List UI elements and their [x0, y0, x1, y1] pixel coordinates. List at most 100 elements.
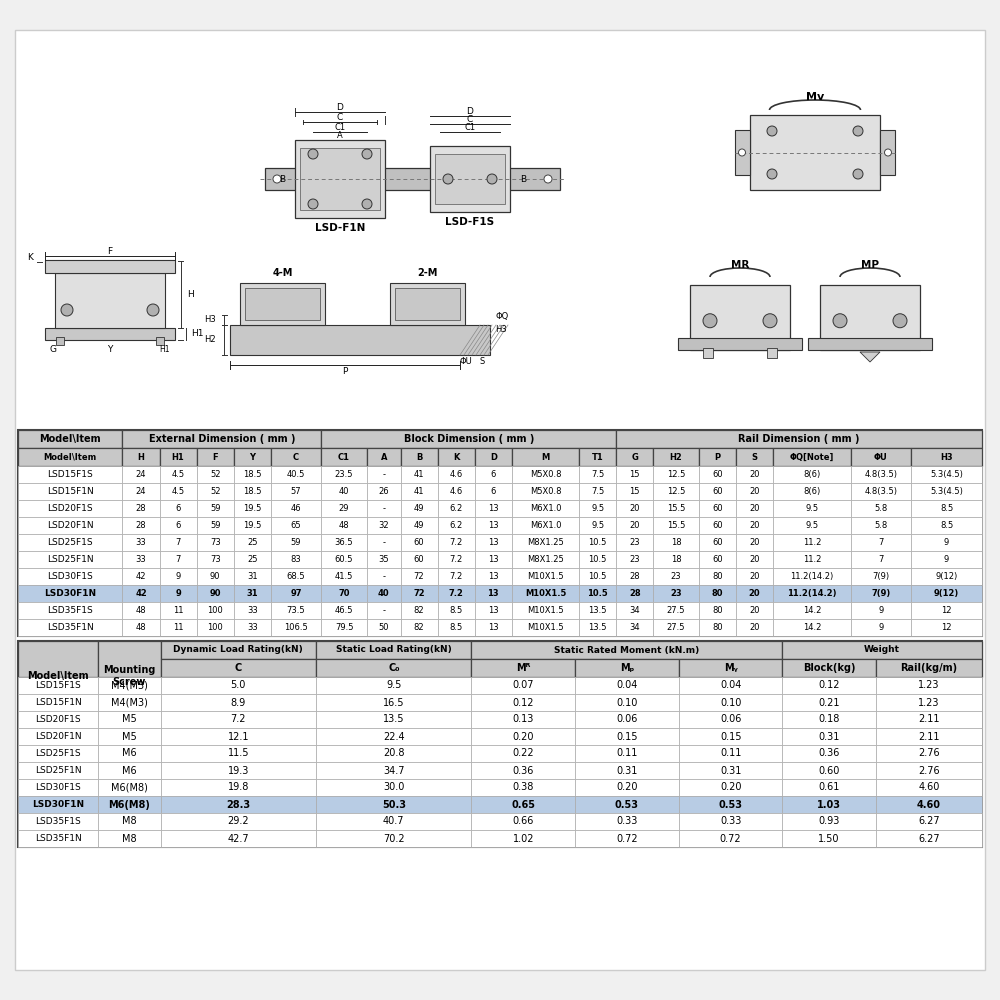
Bar: [18, 813, 98, 830]
Bar: [575, 694, 679, 711]
Text: 26: 26: [378, 487, 389, 496]
Text: 20: 20: [749, 470, 760, 479]
Bar: [438, 448, 475, 466]
Bar: [98, 813, 161, 830]
Text: 33: 33: [136, 538, 146, 547]
Bar: [782, 830, 876, 847]
Text: LSD25F1S: LSD25F1S: [47, 538, 93, 547]
Circle shape: [544, 175, 552, 183]
Bar: [579, 551, 616, 568]
Text: 11.2: 11.2: [803, 538, 821, 547]
Bar: [122, 585, 160, 602]
Text: 7.2: 7.2: [449, 589, 464, 598]
Bar: [401, 551, 438, 568]
Circle shape: [853, 126, 863, 136]
Text: 0.10: 0.10: [720, 698, 741, 708]
Text: M10X1.5: M10X1.5: [527, 606, 564, 615]
Bar: [271, 483, 321, 500]
Bar: [512, 483, 579, 500]
Bar: [234, 466, 271, 483]
Text: 15.5: 15.5: [667, 504, 685, 513]
Text: 2.76: 2.76: [918, 748, 940, 758]
Text: 23: 23: [671, 572, 681, 581]
Bar: [575, 745, 679, 762]
Text: ΦQ: ΦQ: [495, 312, 508, 322]
Text: 28: 28: [136, 504, 146, 513]
Text: 6: 6: [491, 470, 496, 479]
Bar: [230, 325, 490, 355]
Bar: [851, 466, 911, 483]
Text: LSD15F1S: LSD15F1S: [47, 470, 93, 479]
Text: 83: 83: [291, 555, 301, 564]
Text: 34: 34: [630, 606, 640, 615]
Text: 7.2: 7.2: [450, 538, 463, 547]
Text: S: S: [479, 357, 485, 365]
Text: 0.15: 0.15: [720, 732, 741, 742]
Text: 5.8: 5.8: [874, 521, 888, 530]
Bar: [367, 483, 401, 500]
Bar: [851, 568, 911, 585]
Bar: [699, 517, 736, 534]
Bar: [234, 568, 271, 585]
Bar: [197, 551, 234, 568]
Bar: [750, 115, 880, 190]
Text: Dynamic Load Rating(kN): Dynamic Load Rating(kN): [173, 646, 303, 654]
Text: 31: 31: [246, 589, 258, 598]
Text: 48: 48: [339, 521, 349, 530]
Bar: [367, 568, 401, 585]
Text: ΦU: ΦU: [460, 357, 472, 365]
Text: H: H: [187, 290, 194, 299]
Bar: [851, 534, 911, 551]
Text: M8X1.25: M8X1.25: [527, 555, 564, 564]
Text: Rail Dimension ( mm ): Rail Dimension ( mm ): [738, 434, 860, 444]
Text: 0.07: 0.07: [513, 680, 534, 690]
Bar: [911, 568, 982, 585]
Bar: [880, 130, 895, 175]
Text: 68.5: 68.5: [287, 572, 305, 581]
Text: 15.5: 15.5: [667, 521, 685, 530]
Bar: [471, 728, 575, 745]
Bar: [98, 830, 161, 847]
Bar: [782, 641, 982, 659]
Text: 25: 25: [247, 555, 258, 564]
Text: D: D: [337, 104, 343, 112]
Text: 0.65: 0.65: [511, 800, 535, 810]
Text: H3: H3: [495, 324, 507, 334]
Text: 0.72: 0.72: [616, 834, 638, 844]
Text: 14.2: 14.2: [803, 606, 821, 615]
Text: 12.5: 12.5: [667, 470, 685, 479]
Bar: [616, 500, 653, 517]
Bar: [390, 283, 465, 325]
Text: G: G: [50, 344, 57, 354]
Text: 0.33: 0.33: [616, 816, 638, 826]
Bar: [321, 448, 367, 466]
Text: 4.5: 4.5: [172, 487, 185, 496]
Bar: [401, 602, 438, 619]
Text: 4.6: 4.6: [450, 470, 463, 479]
Bar: [367, 602, 401, 619]
Bar: [98, 779, 161, 796]
Text: 60: 60: [712, 487, 723, 496]
Text: M: M: [541, 452, 550, 462]
Text: C: C: [467, 115, 473, 124]
Bar: [475, 602, 512, 619]
Bar: [316, 796, 471, 813]
Bar: [616, 602, 653, 619]
Text: 15: 15: [630, 470, 640, 479]
Text: MR: MR: [731, 260, 749, 270]
Text: 33: 33: [247, 606, 258, 615]
Text: 9.5: 9.5: [386, 680, 401, 690]
Bar: [911, 483, 982, 500]
Bar: [122, 500, 160, 517]
Bar: [197, 568, 234, 585]
Text: 13: 13: [487, 589, 499, 598]
Bar: [512, 466, 579, 483]
Text: 13: 13: [488, 623, 499, 632]
Text: G: G: [631, 452, 638, 462]
Text: 42.7: 42.7: [227, 834, 249, 844]
Bar: [18, 602, 122, 619]
Text: MP: MP: [861, 260, 879, 270]
Text: 52: 52: [210, 487, 220, 496]
Text: 10.5: 10.5: [587, 589, 608, 598]
Text: 4.8(3.5): 4.8(3.5): [864, 470, 897, 479]
